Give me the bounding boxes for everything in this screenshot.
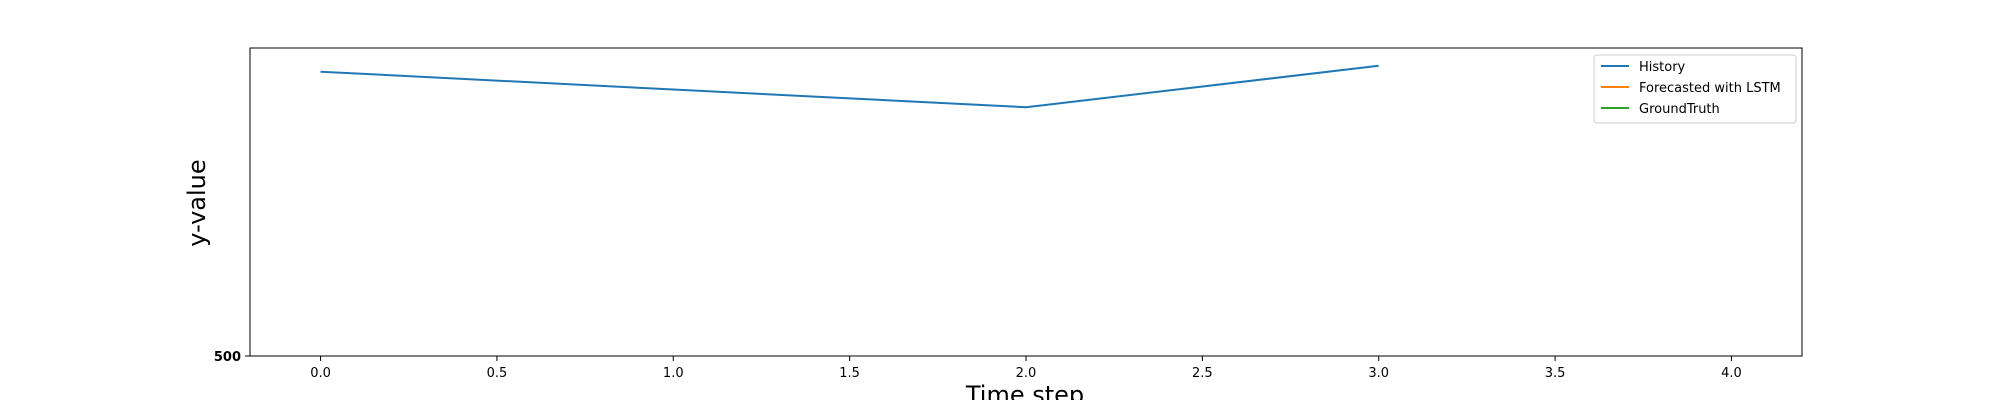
x-tick-label: 0.0: [310, 366, 331, 381]
x-tick-label: 4.0: [1721, 366, 1742, 381]
legend-label: History: [1639, 60, 1686, 75]
x-tick-label: 1.5: [839, 366, 860, 381]
x-tick-label: 2.0: [1016, 366, 1037, 381]
y-tick-label: 500: [214, 350, 241, 365]
legend: History Forecasted with LSTM GroundTruth: [1593, 54, 1797, 124]
x-tick-label: 0.5: [487, 366, 508, 381]
x-axis: 0.0 0.5 1.0 1.5 2.0 2.5 3.0 3.5 4.0: [310, 356, 1742, 381]
legend-label: Forecasted with LSTM: [1639, 81, 1781, 96]
series-line-0: [320, 64, 1379, 109]
y-axis-title: y-value: [183, 159, 211, 246]
x-tick-label: 1.0: [663, 366, 684, 381]
legend-label: GroundTruth: [1639, 102, 1720, 117]
x-tick-label: 3.0: [1368, 366, 1389, 381]
x-axis-title: Time step: [965, 381, 1084, 400]
legend-box: [1593, 54, 1797, 124]
plot-area: [249, 47, 1803, 357]
x-tick-label: 2.5: [1192, 366, 1213, 381]
series-group: [320, 64, 1379, 109]
x-tick-label: 3.5: [1545, 366, 1566, 381]
y-axis: 500: [214, 350, 250, 365]
